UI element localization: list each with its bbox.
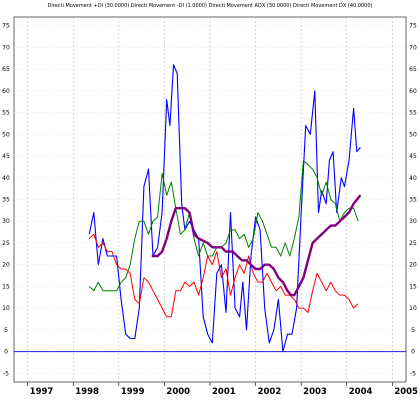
- y-tick-label-right: 65: [409, 66, 417, 73]
- y-tick-label-right: 75: [409, 23, 417, 30]
- x-tick-label: 1999: [121, 387, 145, 397]
- y-tick-label-left: 55: [2, 110, 10, 117]
- y-tick-label-right: 45: [409, 153, 417, 160]
- y-tick-label-right: 60: [409, 88, 417, 95]
- y-tick-label-left: 15: [2, 283, 10, 290]
- axis-labels: 1997 1998 1999 2000 2001 2002 2003 2004 2005-5 -5…: [2, 23, 418, 397]
- grid: [14, 17, 406, 382]
- y-tick-label-right: 30: [409, 218, 417, 225]
- y-tick-label-right: -5: [410, 370, 416, 377]
- x-tick-label: 2005: [394, 387, 418, 397]
- series-line-red: [88, 233, 359, 318]
- y-tick-label-left: 50: [2, 131, 10, 138]
- y-tick-label-left: 10: [2, 305, 10, 312]
- series-line-green: [88, 159, 359, 292]
- y-tick-label-right: 35: [409, 197, 417, 204]
- y-tick-label-right: 55: [409, 110, 417, 117]
- y-tick-label-right: 20: [409, 262, 417, 269]
- x-tick-label: 2002: [258, 387, 282, 397]
- series-line-purple: [151, 194, 362, 297]
- y-tick-label-right: 0: [411, 349, 415, 356]
- y-tick-label-left: 75: [2, 23, 10, 30]
- y-tick-label-left: 0: [4, 349, 8, 356]
- x-tick-label: 2001: [212, 387, 236, 397]
- y-tick-label-right: 10: [409, 305, 417, 312]
- y-tick-label-right: 25: [409, 240, 417, 247]
- x-tick-label: 2003: [303, 387, 327, 397]
- y-tick-label-right: 70: [409, 44, 417, 51]
- series: [88, 64, 362, 353]
- series-line-blue: [88, 64, 361, 353]
- x-tick-label: 1997: [30, 387, 54, 397]
- y-tick-label-left: 25: [2, 240, 10, 247]
- y-tick-label-left: 45: [2, 153, 10, 160]
- y-tick-label-left: 30: [2, 218, 10, 225]
- chart-title: Directi Movement +DI (30.0000) Directi M…: [48, 3, 373, 9]
- y-tick-label-left: 65: [2, 66, 10, 73]
- y-tick-label-right: 40: [409, 175, 417, 182]
- y-tick-label-left: -5: [3, 370, 9, 377]
- y-tick-label-left: 60: [2, 88, 10, 95]
- y-tick-label-right: 5: [411, 327, 415, 334]
- y-tick-label-left: 70: [2, 44, 10, 51]
- y-tick-label-left: 40: [2, 175, 10, 182]
- x-tick-label: 2004: [349, 387, 373, 397]
- y-tick-label-right: 50: [409, 131, 417, 138]
- y-tick-label-left: 5: [4, 327, 8, 334]
- y-tick-label-left: 35: [2, 197, 10, 204]
- y-tick-label-left: 20: [2, 262, 10, 269]
- y-tick-label-right: 15: [409, 283, 417, 290]
- x-tick-label: 2000: [166, 387, 190, 397]
- x-tick-label: 1998: [75, 387, 99, 397]
